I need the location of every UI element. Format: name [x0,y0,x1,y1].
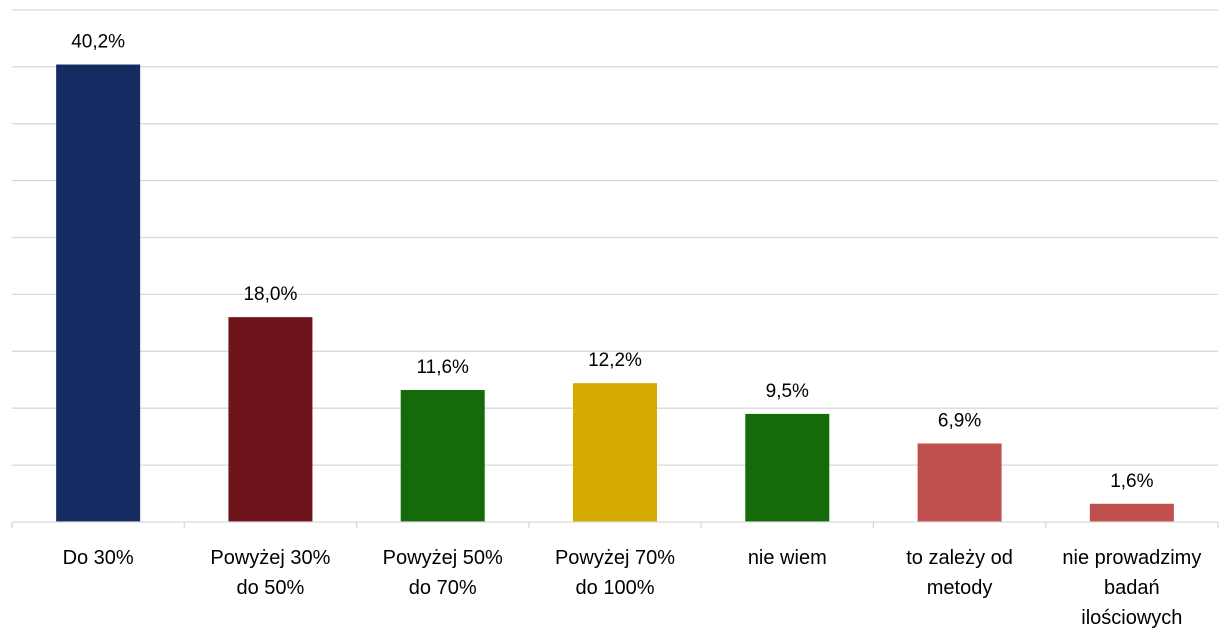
category-label: Powyżej 70% do 100% [555,547,675,599]
category-label: nie wiem [748,547,827,569]
bar [917,443,1002,522]
bar [228,317,313,522]
category-labels: Do 30% Powyżej 30% do 50% Powyżej 50% do 70%… [63,547,1202,629]
category-label: nie prowadzimy badań ilościowych [1062,547,1201,629]
bar [573,383,657,522]
data-label: 6,9% [938,410,981,431]
category-label-line: Powyżej 70% [555,547,675,569]
bar [1089,503,1174,522]
bar [56,64,141,523]
x-axis [11,521,1219,528]
category-label-line: ilościowych [1081,607,1182,629]
bar [400,389,485,522]
data-label: 18,0% [243,284,297,305]
category-label-line: nie prowadzimy [1062,547,1201,569]
category-label-line: Do 30% [63,547,134,569]
category-label: to zależy od metody [906,547,1013,599]
category-label-line: Powyżej 50% [383,547,503,569]
category-label: Powyżej 50% do 70% [383,547,503,599]
data-label: 1,6% [1110,471,1153,492]
bar [745,413,830,522]
bars [56,64,1174,523]
category-label-line: do 50% [237,577,305,599]
category-label-line: Powyżej 30% [210,547,330,569]
data-label: 40,2% [71,32,125,53]
data-labels: 40,2% 18,0% 11,6% 12,2% 9,5% 6,9% 1,6% [71,32,1153,492]
category-label-line: badań [1104,577,1160,599]
data-label: 12,2% [588,350,642,371]
category-label-line: do 70% [409,577,477,599]
category-label-line: to zależy od [906,547,1013,569]
category-label-line: metody [927,577,993,599]
category-label: Powyżej 30% do 50% [210,547,330,599]
category-label: Do 30% [63,547,134,569]
category-label-line: do 100% [576,577,655,599]
gridlines [12,9,1218,466]
category-label-line: nie wiem [748,547,827,569]
data-label: 11,6% [416,357,469,378]
data-label: 9,5% [766,381,809,402]
